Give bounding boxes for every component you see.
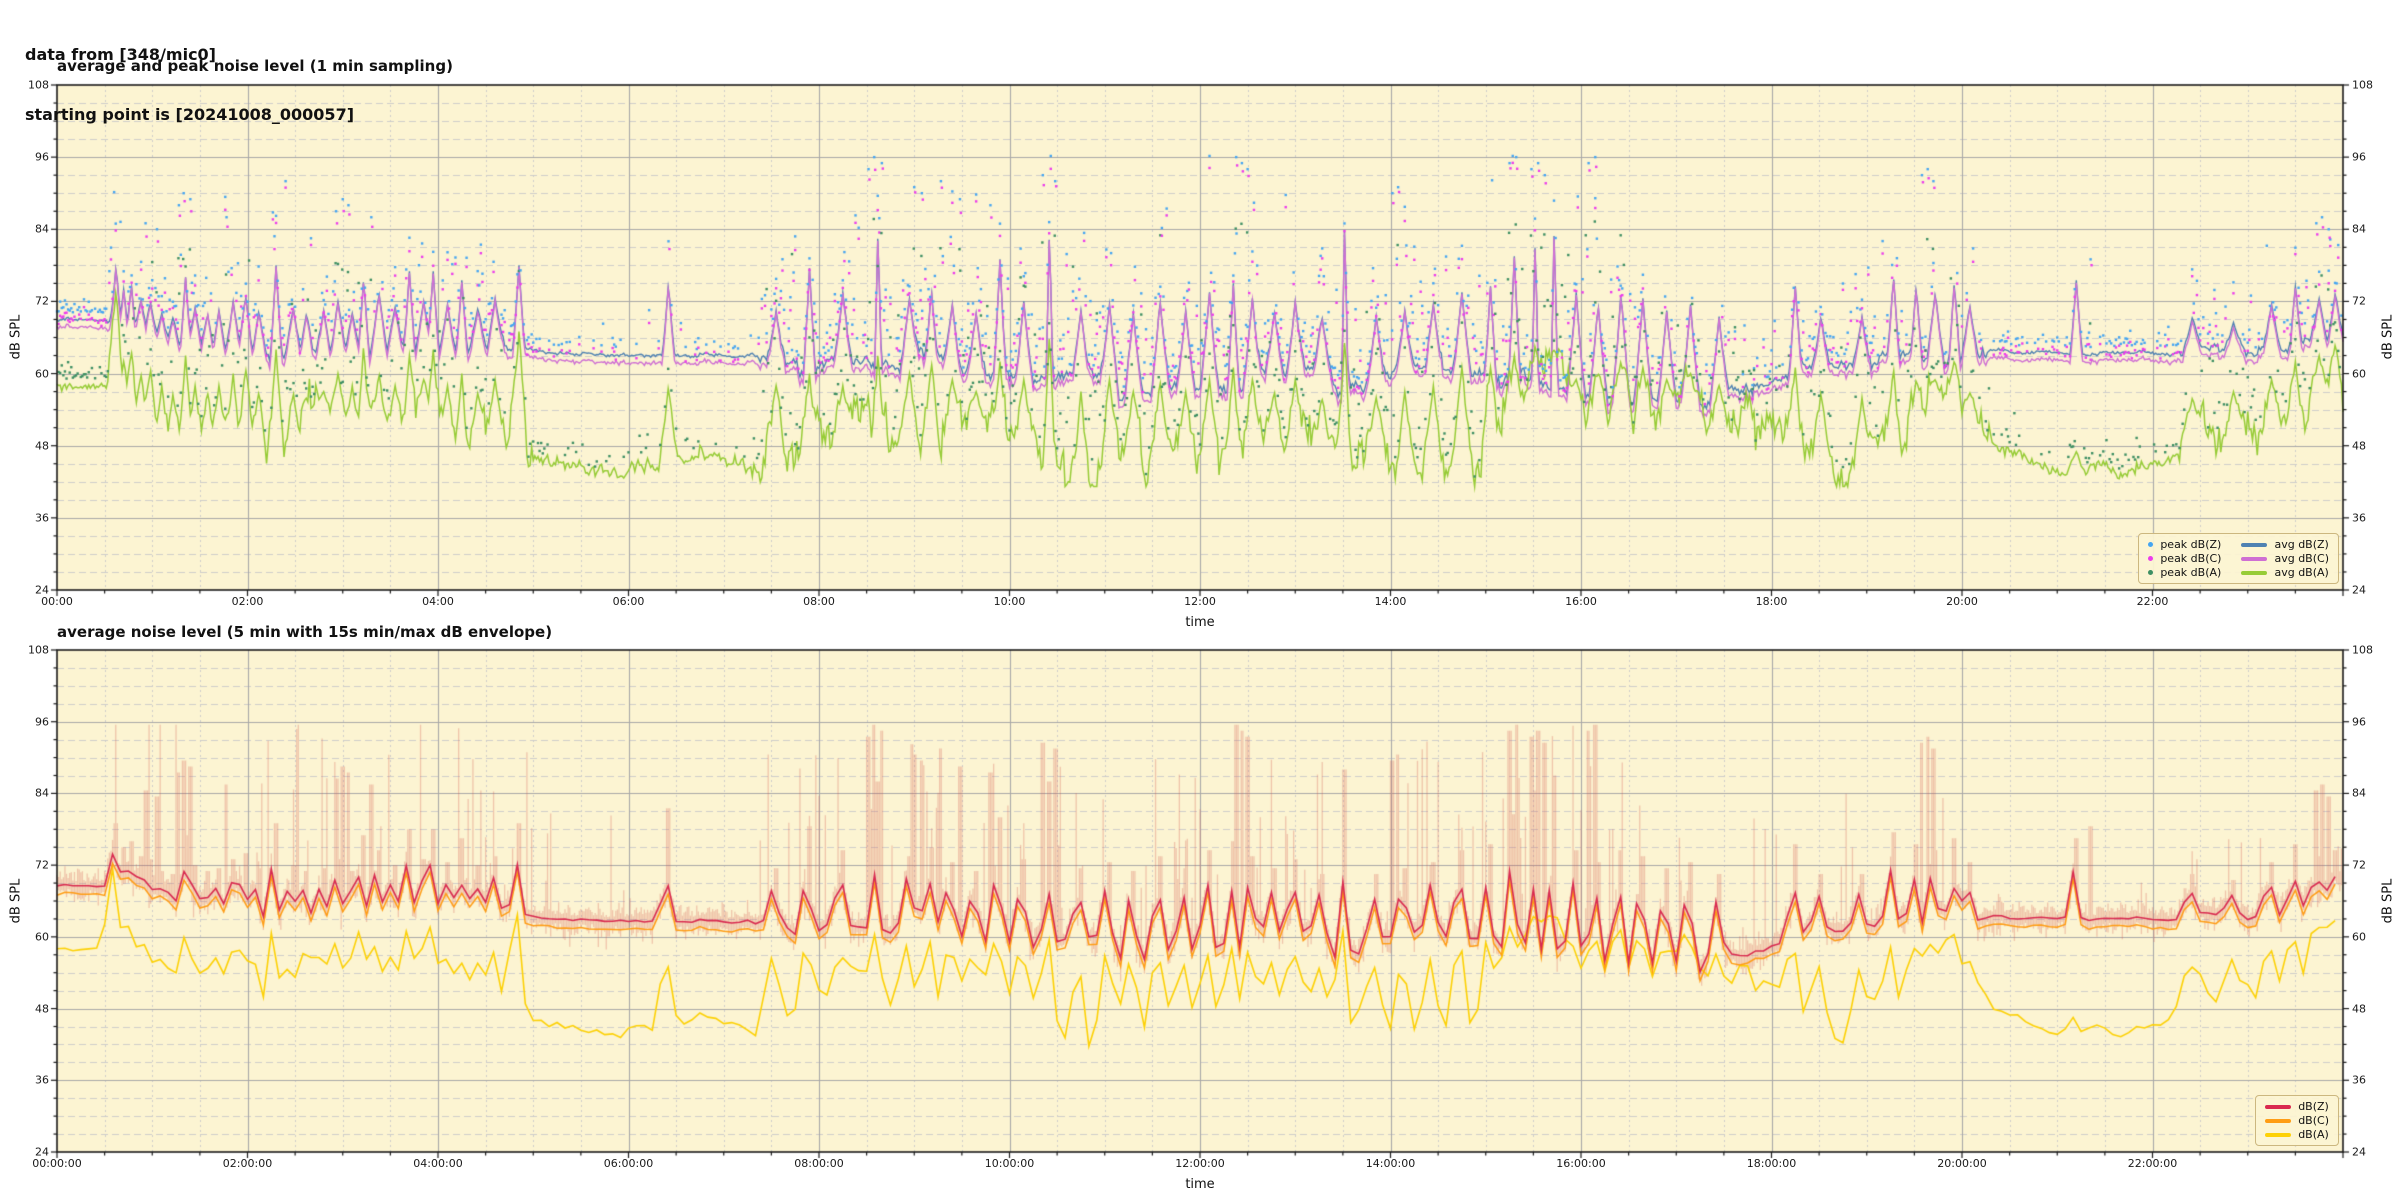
bottom-chart-title: average noise level (5 min with 15s min/… xyxy=(57,623,553,641)
y-tick-label-right: 36 xyxy=(2352,1073,2366,1087)
x-tick-label: 02:00 xyxy=(231,595,264,608)
x-tick-label: 10:00 xyxy=(993,595,1026,608)
y-tick-label-left: 96 xyxy=(35,715,49,729)
x-tick-label: 02:00:00 xyxy=(222,1157,273,1170)
x-tick-label: 10:00:00 xyxy=(984,1157,1035,1170)
y-tick-label-right: 96 xyxy=(2352,715,2366,729)
legend-line-marker xyxy=(2265,1132,2292,1137)
x-tick-label: 18:00:00 xyxy=(1746,1157,1797,1170)
y-tick-label-left: 60 xyxy=(35,930,49,944)
bottom-chart-ylabel-right: dB SPL xyxy=(2380,878,2396,924)
legend-label: peak dB(A) xyxy=(2160,566,2222,579)
y-tick-label-right: 60 xyxy=(2352,930,2366,944)
y-tick-label-right: 84 xyxy=(2352,222,2366,236)
legend-dot-marker xyxy=(2148,556,2154,561)
y-tick-label-left: 24 xyxy=(35,1145,49,1159)
legend-label: avg dB(C) xyxy=(2274,552,2329,565)
x-tick-label: 18:00 xyxy=(1755,595,1788,608)
legend-dot-marker xyxy=(2148,542,2154,547)
y-tick-label-right: 108 xyxy=(2352,643,2373,657)
y-tick-label-left: 36 xyxy=(35,1073,49,1087)
legend-item: dB(C) xyxy=(2265,1114,2329,1127)
y-tick-label-right: 72 xyxy=(2352,294,2366,308)
x-tick-label: 04:00:00 xyxy=(413,1157,463,1170)
legend-line-marker xyxy=(2241,570,2268,575)
x-tick-label: 16:00 xyxy=(1565,595,1597,608)
y-tick-label-right: 48 xyxy=(2352,1002,2366,1016)
y-tick-label-left: 48 xyxy=(35,1002,49,1016)
y-tick-label-right: 24 xyxy=(2352,1145,2366,1159)
legend-item: avg dB(Z) xyxy=(2241,538,2329,551)
y-tick-label-left: 72 xyxy=(35,858,49,872)
top-chart-title: average and peak noise level (1 min samp… xyxy=(57,57,453,75)
legend-label: peak dB(C) xyxy=(2160,552,2222,565)
x-tick-label: 08:00 xyxy=(803,595,835,608)
x-tick-label: 06:00 xyxy=(612,595,645,608)
bottom-chart-xlabel: time xyxy=(1185,1177,1215,1192)
header-line-start: starting point is [20241008_000057] xyxy=(25,105,355,124)
legend-item: peak dB(Z) xyxy=(2148,538,2221,551)
legend-item: dB(Z) xyxy=(2265,1100,2329,1113)
y-tick-label-right: 48 xyxy=(2352,439,2366,453)
figure-header: data from [348/mic0] starting point is [… xyxy=(25,5,354,165)
x-tick-label: 14:00 xyxy=(1374,595,1407,608)
y-tick-label-right: 108 xyxy=(2352,78,2373,92)
x-tick-label: 00:00:00 xyxy=(32,1157,82,1170)
x-tick-label: 06:00:00 xyxy=(603,1157,654,1170)
legend-line-marker xyxy=(2265,1104,2292,1109)
y-tick-label-left: 36 xyxy=(35,511,49,525)
bottom-chart-legend: dB(Z) dB(C) dB(A) xyxy=(2255,1095,2339,1146)
legend-item: peak dB(C) xyxy=(2148,552,2221,565)
legend-label: avg dB(A) xyxy=(2274,566,2329,579)
bottom-chart-ylabel-left: dB SPL xyxy=(8,878,24,924)
x-tick-label: 22:00:00 xyxy=(2127,1157,2178,1170)
top-chart-ylabel-left: dB SPL xyxy=(8,314,24,360)
y-tick-label-right: 84 xyxy=(2352,786,2366,800)
x-tick-label: 14:00:00 xyxy=(1365,1157,1416,1170)
y-tick-label-right: 36 xyxy=(2352,511,2366,525)
y-tick-label-left: 96 xyxy=(35,150,49,164)
y-tick-label-right: 96 xyxy=(2352,150,2366,164)
legend-label: dB(Z) xyxy=(2298,1100,2329,1113)
header-line-source: data from [348/mic0] xyxy=(25,45,216,64)
legend-label: peak dB(Z) xyxy=(2160,538,2222,551)
top-chart-ylabel-right: dB SPL xyxy=(2380,314,2396,360)
x-tick-label: 00:00 xyxy=(41,595,73,608)
y-tick-label-left: 48 xyxy=(35,439,49,453)
x-tick-label: 20:00 xyxy=(1946,595,1978,608)
legend-line-marker xyxy=(2241,556,2268,561)
top-chart-xlabel: time xyxy=(1185,615,1215,630)
top-chart-legend: peak dB(Z) peak dB(C) peak dB(A) avg dB(Z) a… xyxy=(2138,533,2339,584)
y-tick-label-left: 24 xyxy=(35,583,49,597)
y-tick-label-right: 60 xyxy=(2352,367,2366,381)
y-tick-label-right: 24 xyxy=(2352,583,2366,597)
legend-item: avg dB(A) xyxy=(2241,566,2329,579)
legend-line-marker xyxy=(2265,1118,2292,1123)
legend-item: peak dB(A) xyxy=(2148,566,2221,579)
legend-label: dB(A) xyxy=(2298,1128,2329,1141)
x-tick-label: 04:00 xyxy=(422,595,454,608)
x-tick-label: 08:00:00 xyxy=(794,1157,844,1170)
y-tick-label-left: 84 xyxy=(35,786,49,800)
legend-label: dB(C) xyxy=(2298,1114,2329,1127)
x-tick-label: 12:00 xyxy=(1184,595,1216,608)
x-tick-label: 22:00 xyxy=(2136,595,2169,608)
legend-item: dB(A) xyxy=(2265,1128,2329,1141)
y-tick-label-left: 72 xyxy=(35,294,49,308)
y-tick-label-left: 108 xyxy=(28,643,49,657)
legend-dot-marker xyxy=(2148,570,2154,575)
legend-line-marker xyxy=(2241,542,2268,547)
y-tick-label-left: 60 xyxy=(35,367,49,381)
x-tick-label: 16:00:00 xyxy=(1556,1157,1606,1170)
x-tick-label: 12:00:00 xyxy=(1175,1157,1225,1170)
y-tick-label-left: 84 xyxy=(35,222,49,236)
y-tick-label-right: 72 xyxy=(2352,858,2366,872)
legend-label: avg dB(Z) xyxy=(2274,538,2329,551)
legend-item: avg dB(C) xyxy=(2241,552,2329,565)
y-tick-label-left: 108 xyxy=(28,78,49,92)
x-tick-label: 20:00:00 xyxy=(1937,1157,1987,1170)
